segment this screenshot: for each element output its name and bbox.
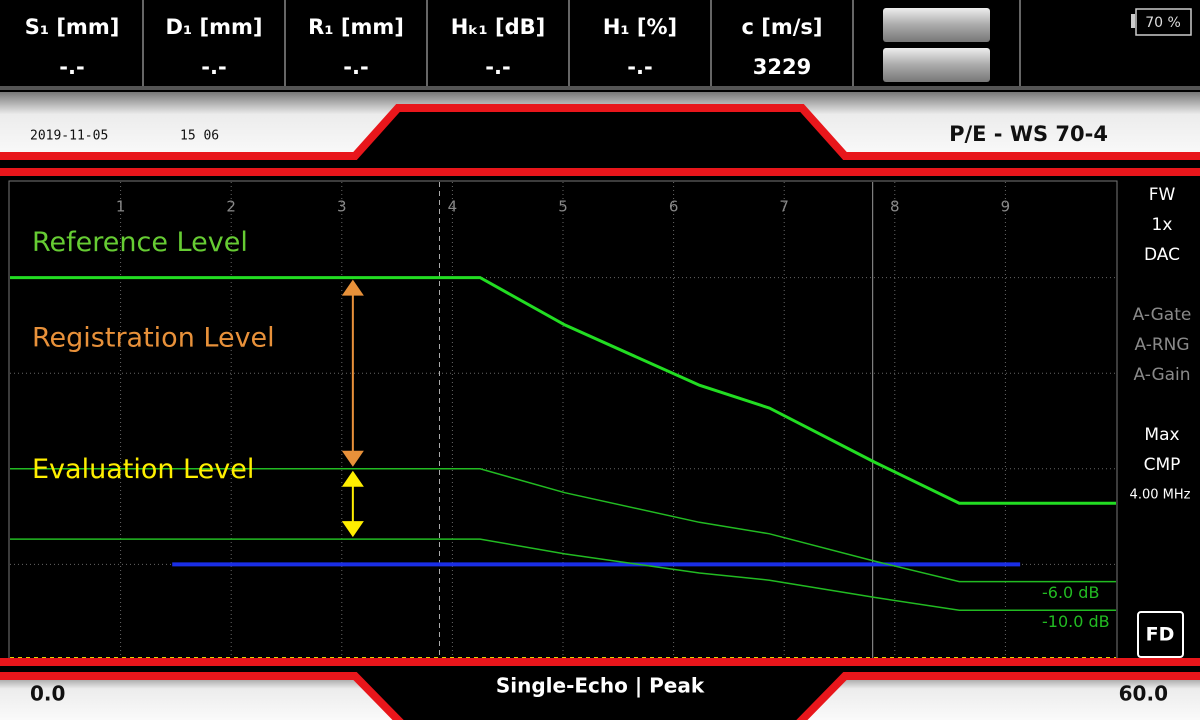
- mode: Single-Echo | Peak: [496, 674, 705, 698]
- header: S₁ [mm] -.- D₁ [mm] -.- R₁ [mm] -.- Hₖ₁ [dB] -.…: [25, 0, 1021, 86]
- status-frame: [0, 104, 1200, 176]
- soft-button[interactable]: [883, 8, 990, 42]
- field-label: D₁ [mm]: [166, 15, 263, 39]
- division-label: 7: [779, 198, 789, 216]
- side-label: CMP: [1144, 455, 1181, 475]
- fd-label[interactable]: FD: [1146, 624, 1175, 646]
- field-value: -.-: [485, 55, 510, 79]
- division-label: 1: [116, 198, 126, 216]
- battery-level: 70 %: [1145, 15, 1181, 31]
- field-label: c [m/s]: [741, 15, 822, 39]
- dac-curve: [10, 538, 1116, 612]
- dac-curve: [10, 276, 1116, 505]
- level-annotation: Reference Level: [32, 227, 248, 258]
- division-label: 5: [558, 198, 568, 216]
- field-label: R₁ [mm]: [308, 15, 404, 39]
- battery: [1135, 8, 1192, 36]
- level-annotation: Evaluation Level: [32, 454, 254, 485]
- probe-title: P/E - WS 70-4: [949, 122, 1108, 146]
- x-range-label: 60.0: [1119, 682, 1168, 706]
- side-panel: FW 1x DAC A-Gate A-RNG A-Gain Max CMP 4.00 MHz: [1130, 185, 1192, 503]
- field-label: H₁ [%]: [603, 15, 677, 39]
- division-label: 3: [337, 198, 347, 216]
- battery-tip: [1131, 14, 1135, 28]
- field-label: S₁ [mm]: [25, 15, 120, 39]
- field-value: -.-: [627, 55, 652, 79]
- division-label: 2: [226, 198, 236, 216]
- bottom-frame: [0, 658, 1200, 720]
- arrow-head: [341, 279, 364, 296]
- arrow-head: [341, 521, 364, 538]
- arrow-head: [341, 450, 364, 467]
- time: 15 06: [180, 129, 219, 144]
- top-bar-edge: [0, 86, 1200, 90]
- side-label: FW: [1149, 185, 1176, 205]
- division-label: 6: [669, 198, 679, 216]
- level-annotation: Registration Level: [32, 323, 275, 354]
- division-label: 4: [448, 198, 458, 216]
- side-label: 4.00 MHz: [1130, 488, 1191, 503]
- plot: 1 2 3 4 5 6 7 8 9 -6.0 dB -10.0 dB Reference Level R…: [10, 182, 1116, 660]
- x-range-label: 0.0: [30, 682, 65, 706]
- side-label: Max: [1144, 425, 1179, 445]
- field-value: -.-: [201, 55, 226, 79]
- side-label: A-Gain: [1133, 365, 1190, 385]
- side-label: A-RNG: [1134, 335, 1189, 355]
- dac-curve: [10, 468, 1116, 583]
- date: 2019-11-05: [30, 129, 108, 144]
- field-value: -.-: [59, 55, 84, 79]
- soft-button[interactable]: [883, 48, 990, 82]
- side-label: 1x: [1152, 215, 1173, 235]
- division-label: 8: [890, 198, 900, 216]
- field-label: Hₖ₁ [dB]: [451, 15, 546, 39]
- curve-label: -10.0 dB: [1042, 612, 1110, 631]
- fd-button[interactable]: [1137, 611, 1184, 658]
- field-value: 3229: [753, 55, 811, 79]
- side-label: A-Gate: [1133, 305, 1192, 325]
- field-value: -.-: [343, 55, 368, 79]
- side-label: DAC: [1144, 245, 1180, 265]
- division-label: 9: [1001, 198, 1011, 216]
- arrow-head: [341, 470, 364, 487]
- curve-label: -6.0 dB: [1042, 583, 1099, 602]
